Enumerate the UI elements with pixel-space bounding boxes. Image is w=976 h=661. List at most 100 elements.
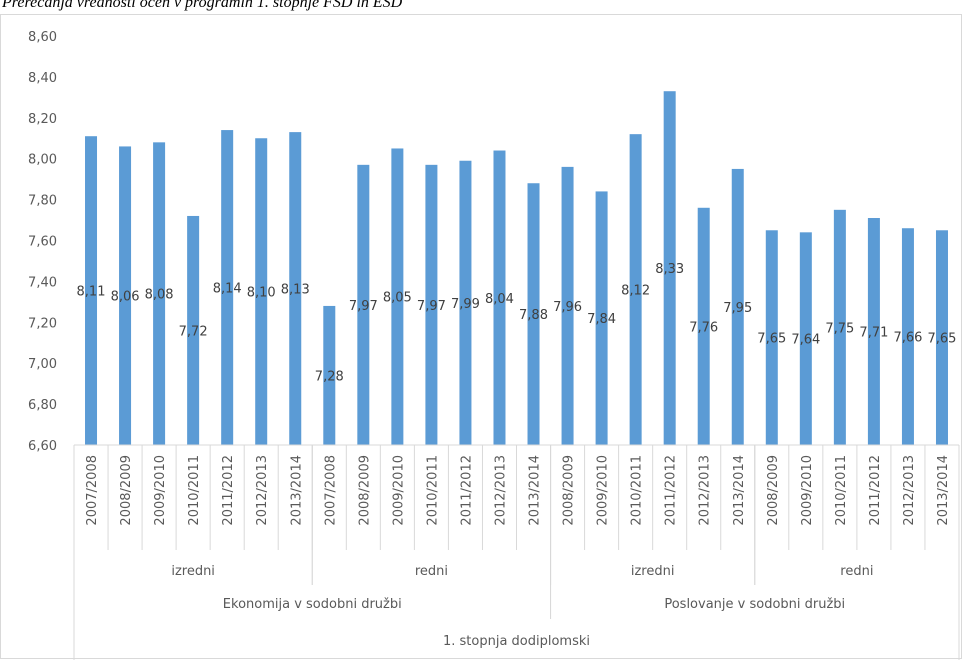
x-tick-label: 2012/2013 — [902, 455, 917, 526]
x-axis: 2007/2008 2008/2009 2009/2010 2010/2011 2011… — [73, 444, 960, 660]
data-label: 7,72 — [179, 324, 208, 339]
bar — [935, 230, 948, 445]
data-label: 7,88 — [519, 308, 548, 323]
bar — [425, 164, 438, 445]
y-tick-label: 8,00 — [28, 153, 57, 168]
data-label: 8,05 — [383, 291, 412, 306]
group-label: redni — [840, 564, 873, 579]
x-tick-label: 2008/2009 — [766, 455, 781, 526]
data-label: 8,12 — [621, 284, 650, 299]
bars — [85, 91, 948, 446]
x-tick-label: 2010/2011 — [834, 455, 849, 526]
bar — [153, 142, 166, 445]
data-label: 7,97 — [417, 299, 446, 314]
bar — [867, 218, 880, 445]
chart-frame: 6,60 6,80 7,00 7,20 7,40 7,60 7,80 8,00 8,20 8,40… — [0, 14, 962, 660]
data-label: 8,06 — [111, 290, 140, 305]
bar — [221, 130, 234, 445]
data-label: 7,64 — [791, 333, 820, 348]
bar — [629, 134, 642, 445]
bar — [799, 232, 812, 445]
bar — [459, 160, 472, 445]
x-tick-label: 2013/2014 — [528, 455, 543, 526]
y-tick-label: 7,60 — [28, 235, 57, 250]
y-tick-label: 8,60 — [28, 30, 57, 45]
x-tick-label: 2013/2014 — [732, 455, 747, 526]
data-label: 8,33 — [655, 262, 684, 277]
x-tick-label: 2009/2010 — [391, 455, 406, 526]
x-tick-label: 2010/2011 — [425, 455, 440, 526]
group-label: Poslovanje v sodobni družbi — [664, 597, 845, 612]
x-tick-label: 2007/2008 — [323, 455, 338, 526]
bar — [289, 132, 302, 445]
y-tick-label: 8,20 — [28, 112, 57, 127]
y-tick-label: 7,00 — [28, 357, 57, 372]
data-label: 7,96 — [553, 300, 582, 315]
data-label: 7,75 — [825, 321, 854, 336]
y-axis-labels: 6,60 6,80 7,00 7,20 7,40 7,60 7,80 8,00 8,20 8,40… — [28, 30, 57, 454]
bar — [901, 228, 914, 445]
x-tick-label: 2011/2012 — [664, 455, 679, 526]
data-label: 7,71 — [859, 326, 888, 341]
x-tick-label: 2012/2013 — [493, 455, 508, 526]
x-tick-label: 2010/2011 — [630, 455, 645, 526]
data-label: 8,04 — [485, 292, 514, 307]
data-label: 7,95 — [723, 301, 752, 316]
x-tick-label: 2009/2010 — [800, 455, 815, 526]
bar — [765, 230, 778, 445]
group-label: redni — [415, 564, 448, 579]
group-label: izredni — [631, 564, 675, 579]
x-tick-label: 2012/2013 — [255, 455, 270, 526]
data-label: 7,97 — [349, 299, 378, 314]
data-label: 8,13 — [281, 283, 310, 298]
bar — [119, 146, 132, 445]
bar — [561, 166, 574, 445]
data-label: 8,14 — [213, 282, 242, 297]
figure-caption: Prerečanja vrednosti ocen v programih 1.… — [2, 0, 403, 11]
bar — [255, 138, 268, 445]
data-label: 7,66 — [893, 331, 922, 346]
x-tick-label: 2011/2012 — [221, 455, 236, 526]
bar-chart: 6,60 6,80 7,00 7,20 7,40 7,60 7,80 8,00 8,20 8,40… — [28, 30, 960, 660]
data-label: 8,08 — [145, 288, 174, 303]
y-tick-label: 7,80 — [28, 194, 57, 209]
data-label: 7,28 — [315, 369, 344, 384]
bar — [731, 168, 744, 446]
bar — [357, 164, 370, 445]
data-label: 8,10 — [247, 286, 276, 301]
bar — [493, 150, 506, 445]
x-tick-label: 2008/2009 — [119, 455, 134, 526]
y-tick-label: 6,60 — [28, 439, 57, 454]
data-label: 7,76 — [689, 320, 718, 335]
bar — [595, 191, 608, 445]
x-tick-label: 2010/2011 — [187, 455, 202, 526]
bar — [391, 148, 404, 445]
group-label: Ekonomija v sodobni družbi — [223, 597, 402, 612]
group-label: 1. stopnja dodiplomski — [443, 634, 590, 649]
x-tick-label: 2013/2014 — [936, 455, 951, 526]
y-tick-label: 7,20 — [28, 316, 57, 331]
data-label: 7,65 — [928, 332, 957, 347]
data-labels: 8,11 8,06 8,08 7,72 8,14 8,10 8,13 7,28 7,97 8,05… — [77, 262, 957, 384]
group-label: izredni — [171, 564, 215, 579]
data-label: 7,99 — [451, 297, 480, 312]
y-tick-label: 7,40 — [28, 275, 57, 290]
bar — [323, 305, 336, 445]
bar — [697, 207, 710, 445]
data-label: 8,11 — [77, 285, 106, 300]
bar — [527, 183, 540, 446]
y-tick-label: 8,40 — [28, 71, 57, 86]
data-label: 7,65 — [757, 332, 786, 347]
x-tick-label: 2009/2010 — [153, 455, 168, 526]
x-tick-label: 2013/2014 — [289, 455, 304, 526]
data-label: 7,84 — [587, 312, 616, 327]
x-tick-label: 2012/2013 — [698, 455, 713, 526]
bar — [85, 136, 98, 445]
bar — [187, 215, 200, 445]
x-tick-label: 2008/2009 — [562, 455, 577, 526]
x-tick-label: 2007/2008 — [85, 455, 100, 526]
bar — [663, 91, 676, 445]
x-tick-label: 2009/2010 — [596, 455, 611, 526]
y-tick-label: 6,80 — [28, 398, 57, 413]
x-tick-label: 2011/2012 — [459, 455, 474, 526]
